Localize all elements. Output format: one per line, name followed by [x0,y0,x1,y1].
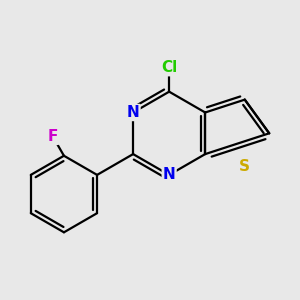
Text: N: N [127,105,140,120]
Text: Cl: Cl [161,60,177,75]
Text: S: S [239,160,250,175]
Text: F: F [47,129,58,144]
Text: N: N [163,167,175,182]
